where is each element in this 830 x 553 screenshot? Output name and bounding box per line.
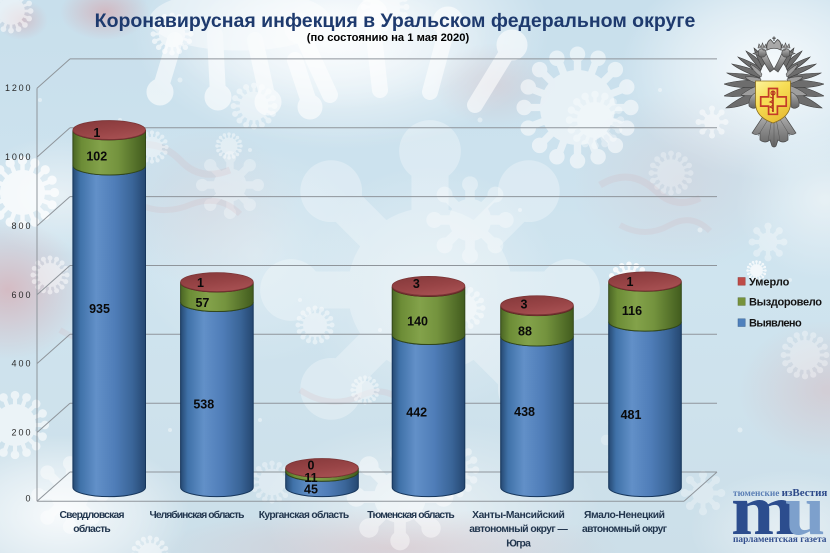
svg-text:3: 3 (413, 277, 420, 291)
svg-text:Свердловская: Свердловская (60, 510, 125, 521)
svg-text:538: 538 (193, 397, 214, 411)
svg-text:1: 1 (627, 275, 634, 289)
svg-text:438: 438 (514, 405, 535, 419)
svg-text:0: 0 (25, 494, 30, 504)
svg-text:Югра: Югра (506, 539, 531, 550)
svg-text:200: 200 (12, 428, 31, 438)
svg-text:Выздоровело: Выздоровело (749, 297, 822, 309)
svg-text:400: 400 (12, 359, 31, 369)
svg-text:Выявлено: Выявлено (749, 318, 802, 330)
svg-text:442: 442 (406, 405, 427, 419)
svg-text:Умерло: Умерло (749, 276, 790, 288)
svg-text:автономный округ —: автономный округ — (469, 524, 568, 535)
svg-text:Ямало-Ненецкий: Ямало-Ненецкий (584, 510, 665, 521)
svg-text:102: 102 (86, 150, 107, 164)
svg-text:11: 11 (304, 471, 317, 485)
svg-text:57: 57 (195, 296, 209, 310)
svg-text:600: 600 (12, 290, 31, 300)
svg-text:Курганская область: Курганская область (259, 509, 349, 521)
svg-text:Челябинская область: Челябинская область (150, 509, 245, 521)
svg-text:область: область (73, 523, 111, 535)
svg-text:1200: 1200 (5, 83, 31, 93)
svg-text:45: 45 (304, 482, 318, 496)
svg-text:88: 88 (518, 325, 532, 339)
svg-text:116: 116 (622, 304, 642, 318)
svg-text:140: 140 (407, 314, 428, 328)
svg-text:935: 935 (89, 302, 110, 316)
svg-text:1: 1 (93, 126, 100, 140)
svg-text:0: 0 (308, 459, 315, 473)
svg-text:Тюменская область: Тюменская область (367, 509, 455, 521)
svg-text:1: 1 (197, 276, 204, 290)
svg-text:800: 800 (12, 221, 31, 231)
svg-text:Ханты-Мансийский: Ханты-Мансийский (472, 510, 565, 521)
svg-text:3: 3 (521, 298, 528, 312)
svg-text:1000: 1000 (5, 152, 31, 162)
svg-text:автономный округ: автономный округ (582, 524, 668, 535)
svg-text:481: 481 (621, 408, 642, 422)
